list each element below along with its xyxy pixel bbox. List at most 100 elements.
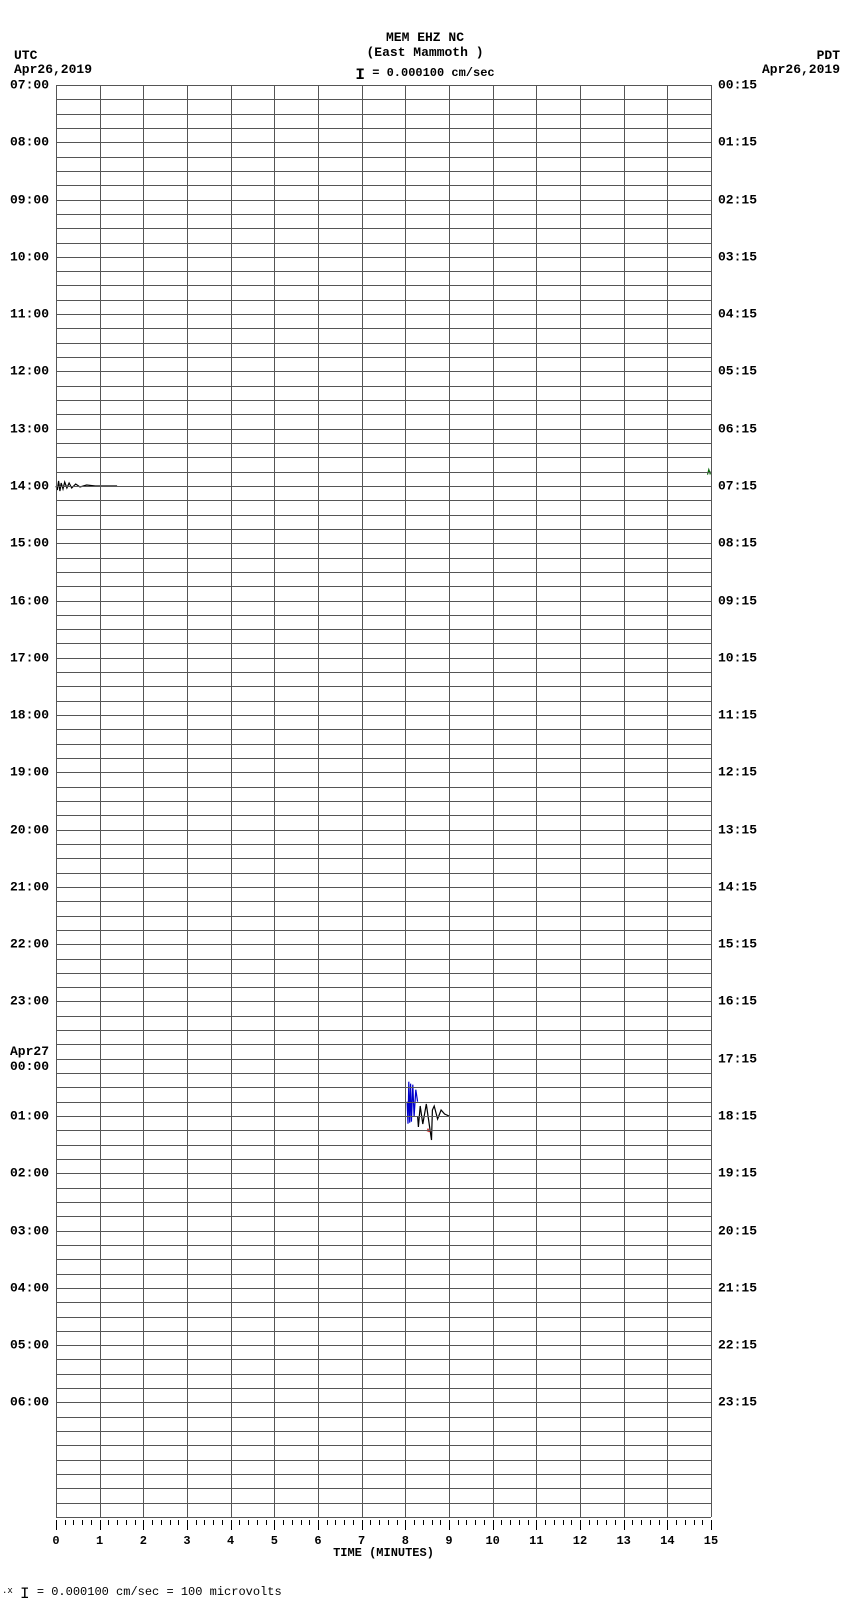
trace-baseline <box>56 772 711 773</box>
pdt-hour-label: 17:15 <box>718 1051 757 1066</box>
utc-hour-label: Apr27 00:00 <box>10 1044 49 1074</box>
x-minor-tick <box>292 1520 293 1525</box>
trace-baseline <box>56 271 711 272</box>
pdt-hour-label: 07:15 <box>718 478 757 493</box>
x-minor-tick <box>466 1520 467 1525</box>
x-minor-tick <box>248 1520 249 1525</box>
x-major-tick <box>318 1520 319 1530</box>
utc-hour-label: 21:00 <box>10 879 49 894</box>
trace-baseline <box>56 1087 711 1088</box>
utc-hour-label: 05:00 <box>10 1338 49 1353</box>
minute-gridline <box>187 85 188 1517</box>
x-major-tick <box>362 1520 363 1530</box>
x-tick-label: 12 <box>573 1534 587 1548</box>
minute-gridline <box>449 85 450 1517</box>
minute-gridline <box>711 85 712 1517</box>
scale-bar-icon: I <box>355 66 365 84</box>
minute-gridline <box>667 85 668 1517</box>
trace-baseline <box>56 1259 711 1260</box>
trace-baseline <box>56 243 711 244</box>
x-minor-tick <box>650 1520 651 1525</box>
trace-baseline <box>56 916 711 917</box>
pdt-hour-label: 12:15 <box>718 765 757 780</box>
pdt-hour-label: 10:15 <box>718 650 757 665</box>
x-tick-label: 13 <box>616 1534 630 1548</box>
header: MEM EHZ NC (East Mammoth ) <box>0 30 850 60</box>
utc-hour-label: 19:00 <box>10 765 49 780</box>
utc-hour-label: 04:00 <box>10 1280 49 1295</box>
x-minor-tick <box>510 1520 511 1525</box>
x-major-tick <box>580 1520 581 1530</box>
trace-baseline <box>56 386 711 387</box>
trace-baseline <box>56 973 711 974</box>
footer-scale: .x I = 0.000100 cm/sec = 100 microvolts <box>2 1585 282 1603</box>
utc-hour-label: 11:00 <box>10 307 49 322</box>
x-major-tick <box>274 1520 275 1530</box>
x-minor-tick <box>178 1520 179 1525</box>
minute-gridline <box>405 85 406 1517</box>
x-minor-tick <box>161 1520 162 1525</box>
trace-baseline <box>56 586 711 587</box>
trace-baseline <box>56 1059 711 1060</box>
minute-gridline <box>274 85 275 1517</box>
x-major-tick <box>187 1520 188 1530</box>
x-minor-tick <box>475 1520 476 1525</box>
trace-baseline <box>56 1402 711 1403</box>
x-tick-label: 8 <box>402 1534 409 1548</box>
x-minor-tick <box>545 1520 546 1525</box>
trace-baseline <box>56 744 711 745</box>
x-major-tick <box>143 1520 144 1530</box>
pdt-hour-label: 19:15 <box>718 1166 757 1181</box>
x-minor-tick <box>432 1520 433 1525</box>
trace-baseline <box>56 672 711 673</box>
trace-baseline <box>56 114 711 115</box>
pdt-hour-label: 18:15 <box>718 1109 757 1124</box>
x-major-tick <box>493 1520 494 1530</box>
x-tick-label: 0 <box>52 1534 59 1548</box>
x-minor-tick <box>283 1520 284 1525</box>
pdt-hour-label: 23:15 <box>718 1395 757 1410</box>
date-left: Apr26,2019 <box>14 62 92 77</box>
trace-baseline <box>56 701 711 702</box>
plot-area: 07:0008:0009:0010:0011:0012:0013:0014:00… <box>56 85 711 1517</box>
station-location: (East Mammoth ) <box>0 45 850 60</box>
utc-hour-label: 15:00 <box>10 536 49 551</box>
x-major-tick <box>667 1520 668 1530</box>
minute-gridline <box>624 85 625 1517</box>
x-minor-tick <box>589 1520 590 1525</box>
x-major-tick <box>449 1520 450 1530</box>
minute-gridline <box>362 85 363 1517</box>
trace-baseline <box>56 801 711 802</box>
x-minor-tick <box>309 1520 310 1525</box>
trace-baseline <box>56 1173 711 1174</box>
trace-baseline <box>56 715 711 716</box>
x-tick-label: 2 <box>140 1534 147 1548</box>
trace-baseline <box>56 1202 711 1203</box>
trace-baseline <box>56 171 711 172</box>
x-major-tick <box>100 1520 101 1530</box>
trace-baseline <box>56 543 711 544</box>
trace-baseline <box>56 830 711 831</box>
trace-baseline <box>56 214 711 215</box>
trace-baseline <box>56 643 711 644</box>
utc-hour-label: 07:00 <box>10 78 49 93</box>
x-minor-tick <box>257 1520 258 1525</box>
minute-gridline <box>493 85 494 1517</box>
x-minor-tick <box>73 1520 74 1525</box>
x-tick-label: 9 <box>445 1534 452 1548</box>
x-minor-tick <box>152 1520 153 1525</box>
pdt-hour-label: 04:15 <box>718 307 757 322</box>
utc-hour-label: 18:00 <box>10 708 49 723</box>
x-tick-label: 10 <box>485 1534 499 1548</box>
x-minor-tick <box>204 1520 205 1525</box>
x-tick-label: 5 <box>271 1534 278 1548</box>
pdt-hour-label: 21:15 <box>718 1280 757 1295</box>
x-minor-tick <box>266 1520 267 1525</box>
utc-hour-label: 16:00 <box>10 593 49 608</box>
x-tick-label: 4 <box>227 1534 234 1548</box>
utc-hour-label: 09:00 <box>10 192 49 207</box>
trace-baseline <box>56 1474 711 1475</box>
trace-baseline <box>56 787 711 788</box>
trace-baseline <box>56 1374 711 1375</box>
timezone-right: PDT <box>817 48 840 63</box>
